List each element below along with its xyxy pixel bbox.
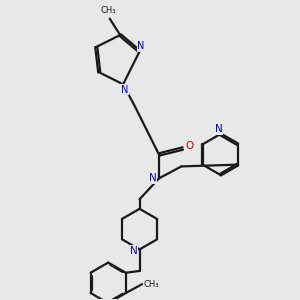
Text: N: N	[215, 124, 223, 134]
Text: CH₃: CH₃	[100, 6, 116, 15]
Text: N: N	[121, 85, 128, 95]
Text: O: O	[185, 140, 194, 151]
Text: CH₃: CH₃	[143, 280, 159, 289]
Text: N: N	[148, 173, 156, 183]
Text: N: N	[130, 246, 137, 256]
Text: N: N	[137, 41, 145, 51]
